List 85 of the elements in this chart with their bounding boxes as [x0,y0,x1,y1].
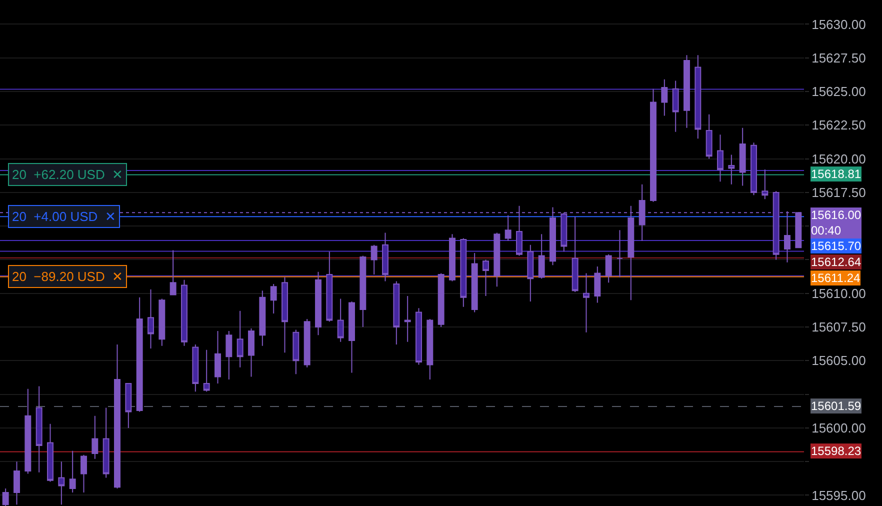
candlestick [158,298,166,346]
candlestick [370,244,378,276]
ref-line-label: 20 −89.20 USD ✕ [12,269,124,284]
candlestick [717,134,724,182]
candlestick [58,461,65,506]
candlestick [136,296,143,412]
candlestick [404,296,411,342]
candlestick [170,250,176,296]
candlestick [292,329,300,375]
candlestick [393,280,400,346]
candlestick [192,344,199,392]
candlestick [259,290,266,346]
candlestick [750,142,757,196]
candlestick [36,386,42,473]
candlestick [24,388,32,474]
y-tick-label: 15617.50 [812,184,866,200]
y-tick-label: 15595.00 [812,488,866,503]
candlestick [672,80,679,132]
candlestick [661,78,668,116]
candlestick [102,407,110,478]
candlestick [449,234,456,282]
candlestick [270,283,277,314]
candlestick [47,423,54,482]
candlestick [214,330,221,384]
candlestick [14,461,20,506]
candlestick [236,310,244,368]
candlestick [739,127,746,186]
y-tick-label: 15610.00 [812,286,866,301]
candlestick [494,232,500,288]
candlestick [572,216,578,293]
candlestick [504,214,512,242]
candlestick [684,54,690,128]
y-tick-label: 15630.00 [812,16,866,32]
y-tick-label: 15600.00 [812,420,866,436]
candlestick [248,328,254,378]
candlestick [694,54,702,140]
y-tick-label: 15620.00 [812,151,866,166]
candlestick [226,330,232,380]
text: 15618.81 [811,167,862,181]
candlestick [616,230,623,278]
candlestick [69,450,76,494]
candlestick [706,114,712,160]
candlestick [605,254,612,284]
candlestick [762,169,768,200]
candlestick [80,454,87,494]
candlestick [315,271,322,336]
candlestick [416,308,422,366]
y-tick-label: 15607.50 [812,320,866,335]
candlestick [348,300,355,374]
text: 15601.59 [811,399,862,413]
text: 15598.23 [811,444,862,458]
text: 15615.70 [811,239,862,253]
candlestick [728,154,735,185]
candlestick [360,255,366,328]
text: 15612.64 [811,255,862,269]
candlestick [426,318,434,380]
y-tick-label: 15625.00 [812,84,866,100]
candlestick [326,251,333,322]
candlestick [337,298,344,342]
y-tick-label: 15627.50 [812,50,866,66]
candlestick [92,415,98,460]
candlestick [2,488,9,506]
y-tick-label: 15622.50 [812,118,866,133]
candlestick [583,272,590,333]
candlestick [125,383,132,428]
candlestick [114,344,120,490]
candlestick [471,252,478,313]
candlestick [594,266,601,304]
candlestick [282,276,288,354]
text: 15616.00 00:40 [811,208,862,238]
candlestick [148,288,154,350]
candlestick [438,272,444,328]
candlestick [482,259,489,297]
candlestick [538,234,545,280]
ref-line-label: 20 +4.00 USD ✕ [12,209,116,224]
candlestick [460,238,467,308]
candlestick [527,244,534,302]
candlestick [382,232,388,282]
ref-line-label: 20 +62.20 USD ✕ [12,167,124,182]
candlestick [650,88,656,202]
y-tick-label: 15605.00 [812,353,866,368]
candlestick [203,349,210,392]
text: 15611.24 [811,271,860,285]
candlestick [304,318,310,368]
candlestick [181,279,188,346]
